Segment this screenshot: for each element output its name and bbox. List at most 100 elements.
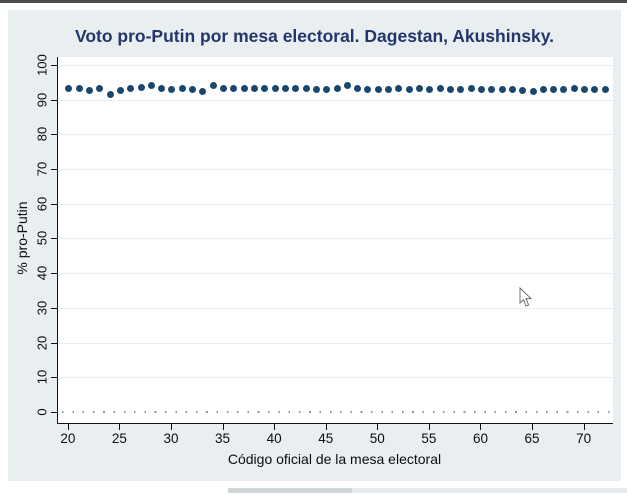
data-point — [436, 85, 444, 93]
data-point — [550, 85, 558, 93]
x-tick-label: 20 — [60, 431, 76, 446]
data-point — [189, 85, 197, 93]
x-tick-label: 60 — [472, 431, 488, 446]
grid-line — [58, 273, 613, 275]
data-point — [529, 87, 537, 95]
grid-line — [58, 342, 613, 344]
data-point — [364, 85, 372, 93]
data-point — [137, 84, 145, 92]
data-point — [281, 85, 289, 93]
x-axis-tick — [274, 424, 276, 430]
data-point — [96, 85, 104, 93]
data-point — [312, 85, 320, 93]
x-axis-tick — [377, 424, 379, 430]
data-point — [240, 85, 248, 93]
x-axis-tick — [170, 424, 172, 430]
data-point — [374, 85, 382, 93]
data-point — [508, 85, 516, 93]
data-point — [158, 85, 166, 93]
y-tick-label: 10 — [34, 369, 50, 385]
data-point — [292, 85, 300, 93]
data-point — [230, 85, 238, 93]
x-tick-label: 45 — [318, 431, 334, 446]
grid-line — [58, 203, 613, 205]
progress-segment-dark — [228, 488, 352, 493]
x-axis-tick — [119, 424, 121, 430]
x-tick-label: 25 — [111, 431, 127, 446]
data-point — [251, 85, 259, 93]
y-tick-label: 70 — [34, 161, 50, 177]
y-tick-label: 20 — [34, 335, 50, 350]
data-point — [343, 82, 351, 90]
y-axis-tick — [51, 273, 57, 275]
data-point — [447, 85, 455, 93]
zero-reference-dotted-line — [62, 410, 610, 413]
data-point — [581, 85, 589, 93]
data-point — [426, 85, 434, 93]
data-point — [220, 84, 228, 92]
x-axis-tick — [325, 424, 327, 430]
data-point — [147, 81, 155, 89]
y-axis-tick — [51, 342, 57, 344]
mouse-cursor-icon — [519, 287, 533, 307]
data-point — [395, 85, 403, 93]
data-point — [106, 91, 114, 99]
data-point — [302, 85, 310, 93]
y-tick-label: 0 — [34, 408, 50, 416]
grid-line — [58, 377, 613, 379]
data-point — [385, 85, 393, 93]
x-axis-title: Código oficial de la mesa electoral — [227, 451, 442, 467]
chart-region: Voto pro-Putin por mesa electoral. Dages… — [8, 10, 621, 481]
window-top-edge — [0, 0, 627, 3]
x-tick-label: 35 — [215, 431, 231, 446]
data-point — [354, 85, 362, 93]
data-point — [601, 86, 609, 94]
y-tick-label: 90 — [34, 92, 50, 107]
x-tick-label: 65 — [524, 431, 540, 446]
y-axis-tick — [51, 307, 57, 309]
chart-title: Voto pro-Putin por mesa electoral. Dages… — [74, 26, 555, 46]
data-point — [199, 88, 207, 96]
y-axis-tick — [51, 169, 57, 171]
y-axis-tick — [51, 238, 57, 240]
y-tick-label: 40 — [34, 265, 50, 281]
data-point — [271, 85, 279, 93]
progress-segment-light — [352, 488, 627, 493]
y-tick-label: 50 — [34, 231, 50, 246]
plot-area — [57, 57, 613, 424]
x-axis-tick — [67, 424, 69, 430]
data-point — [560, 85, 568, 93]
x-tick-label: 50 — [369, 431, 385, 446]
y-axis-tick — [51, 99, 57, 101]
y-tick-label: 60 — [34, 196, 50, 211]
x-axis-tick — [532, 424, 534, 430]
x-tick-label: 55 — [421, 431, 437, 446]
data-point — [168, 85, 176, 93]
data-point — [477, 85, 485, 93]
y-axis-title: % pro-Putin — [14, 201, 30, 275]
data-point — [178, 85, 186, 93]
y-axis-tick — [51, 203, 57, 205]
data-point — [323, 85, 331, 93]
data-point — [416, 85, 424, 93]
data-point — [85, 86, 93, 94]
data-point — [519, 86, 527, 94]
data-point — [467, 85, 475, 93]
data-point — [261, 84, 269, 92]
y-tick-label: 100 — [34, 54, 50, 76]
data-point — [591, 85, 599, 93]
grid-line — [58, 307, 613, 309]
data-point — [539, 85, 547, 93]
y-axis-tick — [51, 64, 57, 66]
x-axis-tick — [222, 424, 224, 430]
video-progress-strip — [0, 481, 627, 494]
data-point — [127, 85, 135, 93]
y-axis-tick — [51, 134, 57, 136]
data-point — [116, 86, 124, 94]
grid-line — [58, 99, 613, 101]
data-point — [570, 85, 578, 93]
x-tick-label: 40 — [266, 431, 282, 446]
data-point — [405, 85, 413, 93]
grid-line — [58, 134, 613, 136]
